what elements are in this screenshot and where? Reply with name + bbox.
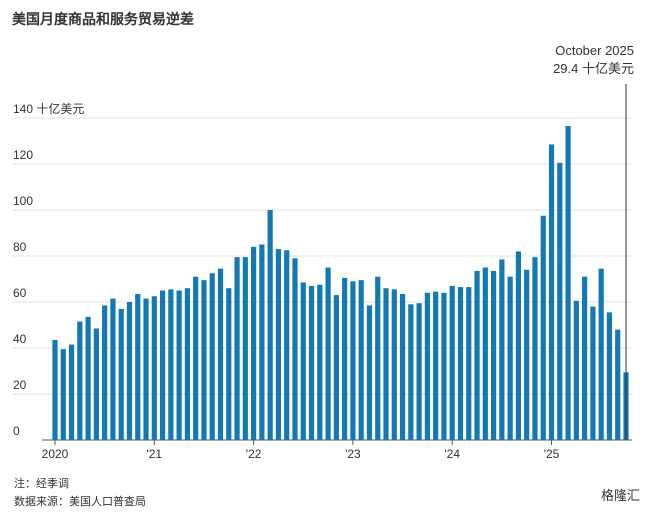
bar [598, 268, 604, 440]
bar [333, 295, 339, 440]
watermark: 格隆汇 [601, 488, 640, 503]
bar [416, 303, 422, 440]
bar [366, 305, 373, 440]
y-tick-label: 120 [13, 148, 33, 162]
bar [606, 312, 613, 440]
bar [590, 306, 596, 440]
bar [118, 308, 124, 440]
y-tick-label: 40 [13, 332, 27, 346]
bar [135, 293, 141, 440]
x-tick-label: 2020 [42, 447, 69, 461]
annotation: 29.4 十亿美元 [553, 61, 634, 76]
note: 数据来源：美国人口普查局 [14, 494, 146, 508]
bar [292, 258, 298, 440]
bar [126, 302, 133, 440]
y-tick-label: 80 [13, 240, 27, 254]
bar [499, 259, 505, 440]
bar [383, 288, 389, 440]
bar [350, 281, 356, 440]
bar [515, 251, 522, 440]
bar [184, 288, 191, 440]
x-tick-label: '22 [246, 447, 262, 461]
y-tick-label: 60 [13, 286, 27, 300]
bar [85, 316, 91, 440]
bar [68, 344, 75, 440]
bar [441, 292, 447, 440]
bar [474, 270, 480, 440]
bar [358, 280, 364, 440]
bar [565, 126, 571, 441]
chart-title: 美国月度商品和服务贸易逆差 [12, 11, 194, 27]
bar [308, 285, 315, 440]
bar [217, 268, 224, 440]
x-tick-label: '21 [146, 447, 162, 461]
bar [490, 270, 497, 440]
x-tick-label: '23 [345, 447, 361, 461]
bar [259, 244, 265, 440]
note: 注：经季调 [14, 476, 69, 490]
bar [284, 250, 290, 440]
x-tick-label: '24 [444, 447, 460, 461]
bar [573, 300, 579, 440]
bar [201, 280, 207, 440]
bar [391, 289, 397, 440]
bar [582, 276, 588, 440]
bar [193, 276, 199, 440]
bar [159, 290, 166, 440]
bar [251, 246, 257, 440]
y-tick-label: 20 [13, 378, 27, 392]
bar [317, 284, 323, 440]
bar [408, 304, 414, 440]
bar [110, 298, 116, 440]
bar [342, 277, 348, 440]
bar [176, 290, 182, 440]
bar [325, 267, 331, 440]
bar [300, 282, 306, 440]
bar [457, 287, 464, 440]
x-tick-label: '25 [544, 447, 560, 461]
bar [209, 273, 215, 440]
bar [615, 329, 621, 440]
y-tick-label: 140 十亿美元 [13, 101, 84, 116]
bar [77, 321, 83, 440]
bar [375, 276, 381, 440]
bar [424, 292, 430, 440]
bar [275, 249, 282, 440]
bar [93, 328, 99, 440]
bar [540, 215, 546, 440]
bar [143, 298, 149, 440]
annotation: October 2025 [555, 43, 634, 58]
bar [151, 296, 157, 440]
bar [399, 293, 406, 440]
bar [532, 257, 538, 440]
bar [234, 257, 240, 440]
bar [449, 285, 455, 440]
bar [466, 287, 472, 440]
bar [226, 288, 232, 440]
bar [168, 289, 174, 440]
bar [267, 210, 273, 440]
bar [102, 305, 108, 440]
y-tick-label: 100 [13, 194, 33, 208]
bar [242, 257, 248, 440]
bar [557, 162, 563, 440]
bar [433, 291, 439, 440]
bar [548, 144, 555, 440]
bar [482, 267, 488, 440]
bar [52, 339, 58, 440]
y-tick-label: 0 [13, 424, 20, 438]
bar [524, 269, 530, 440]
bar [507, 276, 513, 440]
bar [60, 349, 66, 440]
